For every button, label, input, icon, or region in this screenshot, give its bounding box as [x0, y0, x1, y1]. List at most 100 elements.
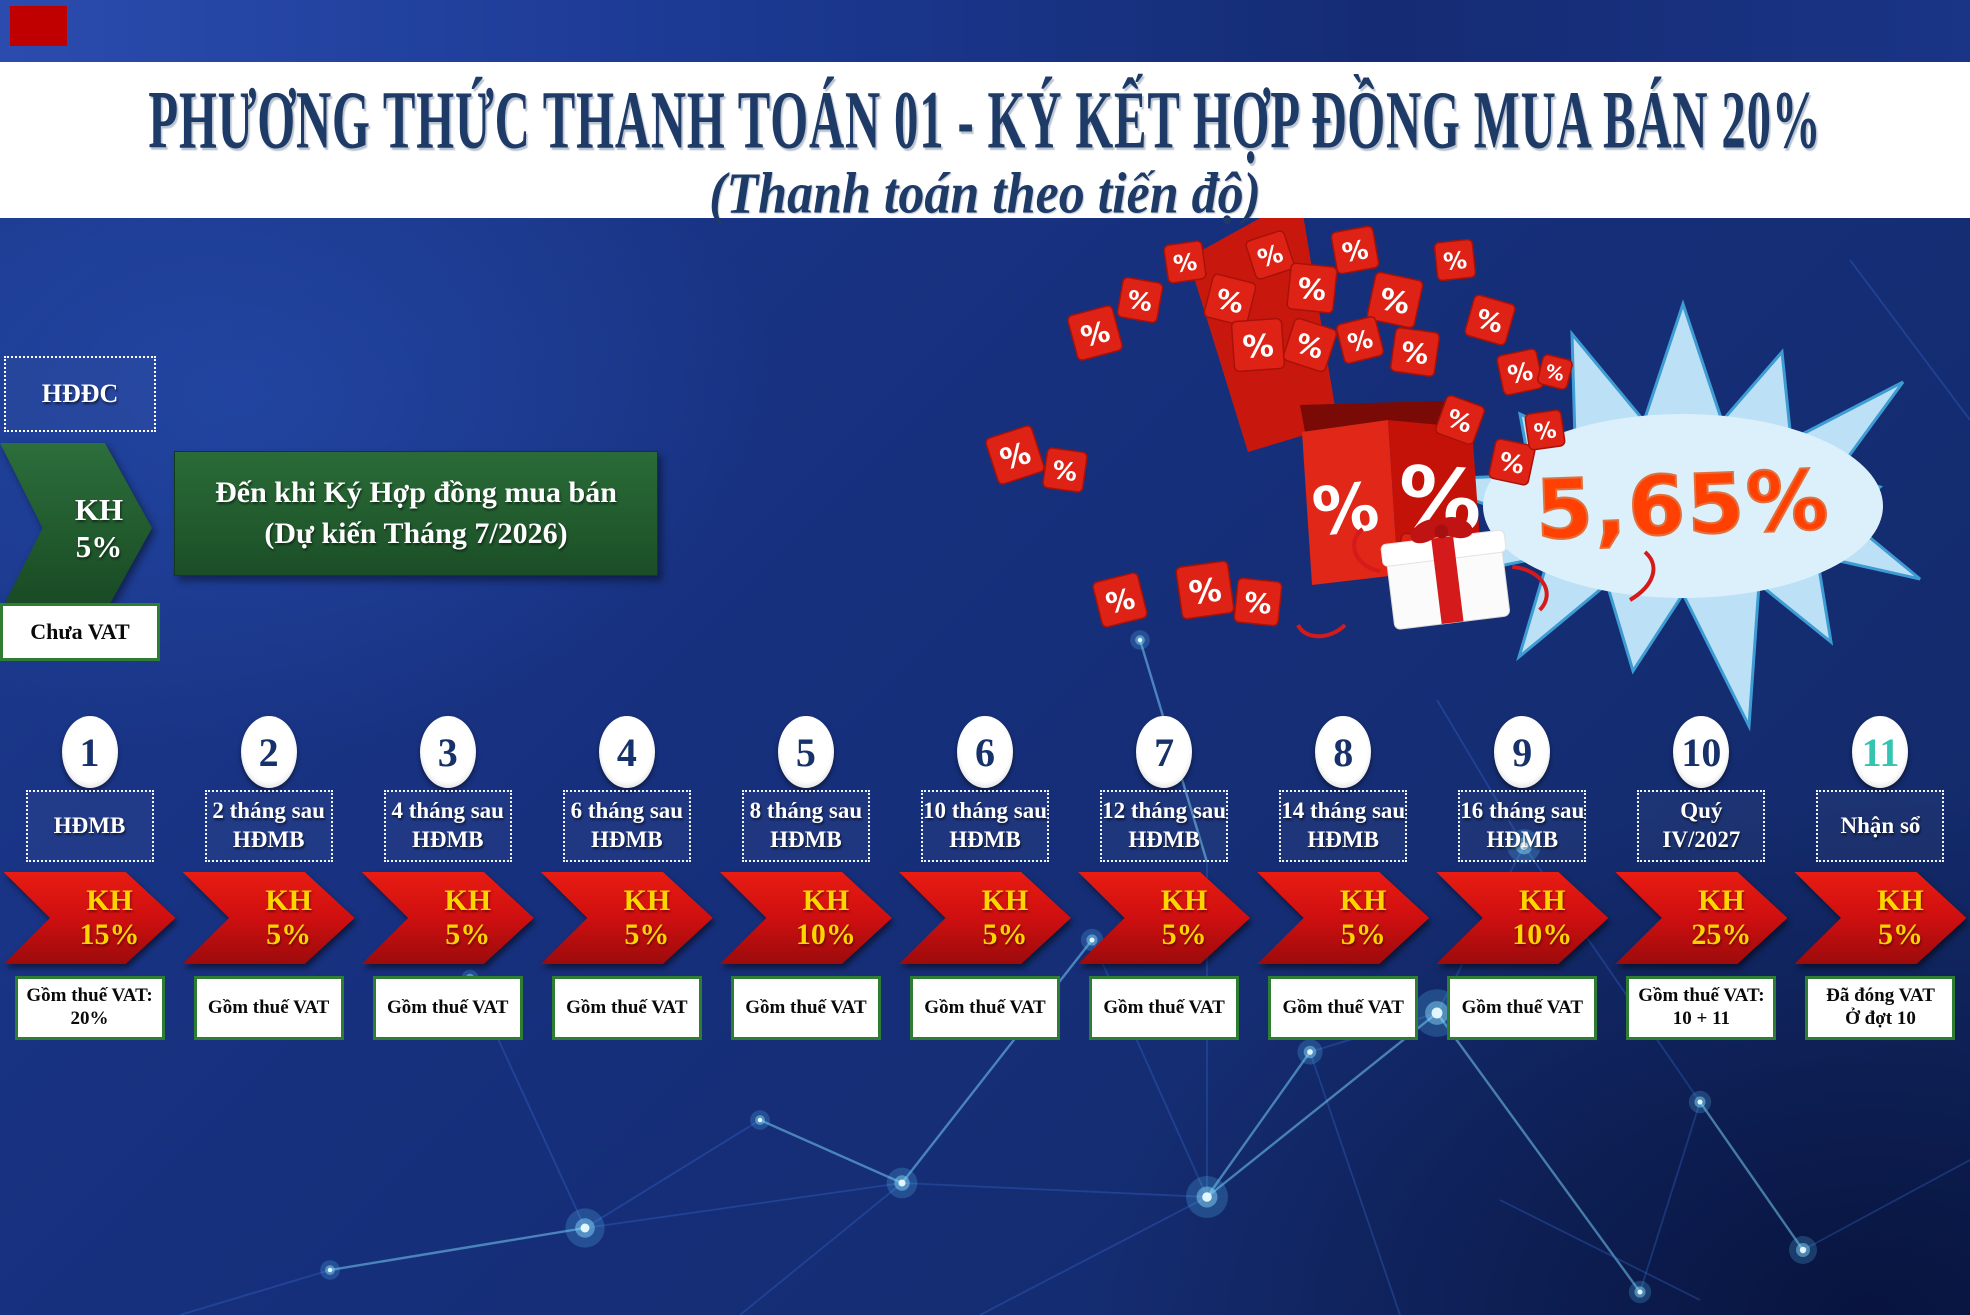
- payment-arrow: KH 15%: [3, 872, 176, 964]
- gift-part: [1439, 516, 1473, 539]
- step-label-line: Quý IV/2027: [1662, 798, 1741, 852]
- step-label-line: HĐMB: [53, 812, 126, 838]
- gift-part: [1352, 527, 1381, 574]
- plexus-line: [979, 1196, 1208, 1315]
- timeline-vat-notes-row: Gồm thuế VAT: 20% Gồm thuế VAT Gồm thuế VAT…: [0, 976, 1970, 1040]
- svg-text:%: %: [1241, 328, 1274, 366]
- plexus-glow-node: [750, 1110, 770, 1130]
- step-label-line: HĐMB: [770, 827, 842, 852]
- vat-note-line: Gồm thuế VAT: [745, 996, 867, 1018]
- percent-die: %: [1444, 568, 1492, 616]
- payment-arrow-text: KH 5%: [362, 872, 534, 964]
- step-label-line: 12 tháng sau: [1102, 798, 1227, 824]
- timeline-cell: 5: [716, 714, 895, 790]
- plexus-line: [1699, 1101, 1804, 1251]
- svg-text:%: %: [1399, 337, 1430, 372]
- payment-percent: 5%: [982, 918, 1028, 951]
- percent-die: %: [1464, 294, 1516, 346]
- payment-percent: 10%: [795, 918, 856, 951]
- timeline-cell: 11: [1791, 714, 1970, 790]
- svg-text:%: %: [1212, 284, 1246, 321]
- percent-die: %: [1092, 572, 1148, 628]
- vat-note-box: Gồm thuế VAT: [551, 976, 702, 1040]
- milestone-box: Đến khi Ký Hợp đồng mua bán (Dự kiến Thá…: [174, 451, 658, 576]
- vat-note-box: Gồm thuế VAT: [372, 976, 523, 1040]
- pre-vat-note: Chưa VAT: [0, 603, 160, 661]
- payment-percent: 5%: [445, 918, 491, 951]
- page-title: PHƯƠNG THỨC THANH TOÁN 01 - KÝ KẾT HỢP Đ…: [148, 73, 1822, 166]
- step-label-line: HĐMB: [1486, 827, 1559, 852]
- step-label-line: 4 tháng sau: [391, 798, 504, 824]
- svg-text:%: %: [1473, 304, 1506, 340]
- step-number: 8: [1333, 729, 1354, 775]
- payment-kh-label: KH: [444, 883, 492, 917]
- svg-text:%: %: [1453, 576, 1483, 609]
- svg-text:%: %: [1532, 417, 1558, 446]
- svg-text:%: %: [1345, 324, 1376, 358]
- vat-note-line: Gồm thuế VAT:: [1638, 985, 1765, 1007]
- timeline-cell: KH 25%: [1612, 872, 1791, 964]
- payment-percent: 25%: [1691, 918, 1752, 951]
- payment-kh-label: KH: [1339, 883, 1387, 917]
- step-label-box: 12 tháng sau HĐMB: [1100, 790, 1229, 862]
- promo-rate-value: 5,65%: [1533, 452, 1833, 559]
- payment-arrow-text: KH 5%: [1078, 872, 1250, 964]
- payment-arrow-text: KH 5%: [541, 872, 713, 964]
- percent-die: %: [1245, 230, 1295, 280]
- plexus-glow-node: [1186, 1176, 1228, 1218]
- deposit-arrow: KH 5%: [0, 443, 152, 613]
- step-number: 5: [795, 729, 816, 775]
- milestone-line1: Đến khi Ký Hợp đồng mua bán: [215, 476, 617, 509]
- step-number: 7: [1154, 729, 1175, 775]
- step-label-line: 2 tháng sau: [212, 798, 325, 824]
- timeline-cell: 14 tháng sau HĐMB: [1254, 790, 1433, 862]
- svg-text:%: %: [996, 436, 1035, 478]
- box-face-right: [1388, 420, 1482, 575]
- vat-note-line: Gồm thuế VAT: [1103, 996, 1225, 1018]
- step-label-box: 16 tháng sau HĐMB: [1458, 790, 1587, 862]
- plexus-line: [1436, 1012, 1641, 1293]
- plexus-glow-node: [320, 1260, 340, 1280]
- timeline-cell: Gồm thuế VAT: [358, 976, 537, 1040]
- timeline-cell: 2 tháng sau HĐMB: [179, 790, 358, 862]
- svg-text:%: %: [1051, 455, 1080, 487]
- vat-note-box: Gồm thuế VAT: [1089, 976, 1240, 1040]
- vat-note-line: 20%: [70, 1008, 109, 1029]
- timeline-cell: 8 tháng sau HĐMB: [716, 790, 895, 862]
- timeline-cell: Gồm thuế VAT: 20%: [0, 976, 179, 1040]
- vat-note-box: Gồm thuế VAT: [1447, 976, 1598, 1040]
- step-number: 9: [1512, 729, 1533, 775]
- plexus-glow-node: [1628, 1280, 1652, 1304]
- step-number: 10: [1681, 729, 1722, 775]
- payment-arrow: KH 5%: [899, 872, 1072, 964]
- gift-part: [1434, 524, 1449, 539]
- vat-note-line: Đã đóng VAT: [1826, 985, 1935, 1007]
- gift-part: [1512, 565, 1549, 612]
- step-number-badge: 6: [957, 716, 1014, 788]
- timeline-cell: 3: [358, 714, 537, 790]
- timeline-cell: KH 5%: [895, 872, 1074, 964]
- svg-text:%: %: [1296, 272, 1328, 308]
- plexus-line: [759, 1118, 903, 1185]
- timeline-payment-arrows-row: KH 15% KH 5% KH 5% KH 5% KH 10% KH 5%: [0, 872, 1970, 964]
- gift-part: [1385, 540, 1511, 630]
- plexus-line: [1849, 259, 1970, 421]
- svg-text:%: %: [1187, 570, 1224, 612]
- vat-note-box: Gồm thuế VAT: [910, 976, 1061, 1040]
- step-number-badge: 10: [1673, 716, 1730, 788]
- plexus-line: [329, 1226, 586, 1272]
- payment-arrow-text: KH 5%: [1257, 872, 1429, 964]
- box-flap: [1188, 196, 1338, 452]
- step-label-line: Nhận sổ: [1840, 812, 1921, 838]
- timeline-cell: 6: [895, 714, 1074, 790]
- corner-red-mark: [10, 6, 67, 46]
- step-label-line: 6 tháng sau: [570, 798, 684, 824]
- payment-arrow-text: KH 25%: [1615, 872, 1787, 964]
- step-label-box: Quý IV/2027: [1637, 790, 1766, 862]
- step-label-box: 14 tháng sau HĐMB: [1279, 790, 1408, 862]
- vat-note-line: Gồm thuế VAT: [207, 996, 330, 1018]
- step-label-box: 6 tháng sau HĐMB: [562, 790, 691, 862]
- step-label-line: HĐMB: [949, 827, 1021, 852]
- vat-note-line: Gồm thuế VAT: [566, 996, 688, 1018]
- payment-arrow-text: KH 5%: [899, 872, 1071, 964]
